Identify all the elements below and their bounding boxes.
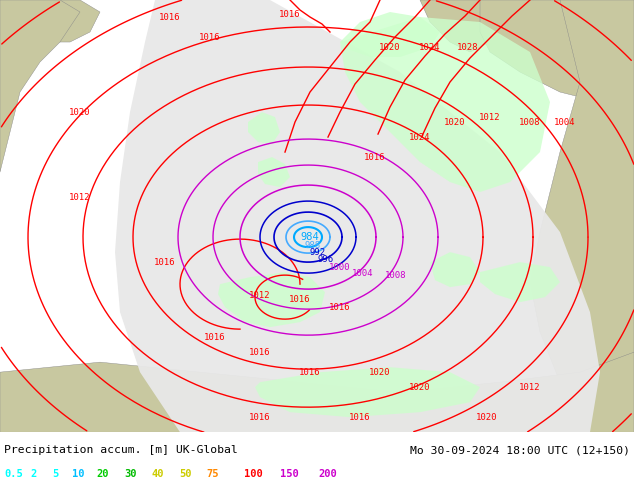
Text: 40: 40 [152, 469, 164, 479]
Text: 30: 30 [124, 469, 136, 479]
Text: 1000: 1000 [329, 263, 351, 271]
Text: 1004: 1004 [554, 118, 576, 126]
Polygon shape [530, 0, 634, 432]
Text: 1020: 1020 [444, 118, 466, 126]
Text: 1016: 1016 [249, 347, 271, 357]
Text: 150: 150 [280, 469, 299, 479]
Text: 0.5: 0.5 [4, 469, 23, 479]
Text: 50: 50 [179, 469, 191, 479]
Text: 1024: 1024 [410, 133, 430, 142]
Text: 1012: 1012 [479, 113, 501, 122]
Text: 200: 200 [318, 469, 337, 479]
Text: 1012: 1012 [519, 383, 541, 392]
Polygon shape [430, 252, 480, 287]
Text: 100: 100 [244, 469, 262, 479]
Polygon shape [340, 17, 550, 192]
Polygon shape [0, 0, 100, 42]
Polygon shape [0, 352, 634, 432]
Polygon shape [480, 262, 560, 302]
Polygon shape [480, 0, 634, 102]
Text: 1008: 1008 [385, 270, 407, 280]
Polygon shape [340, 12, 440, 57]
Text: 996: 996 [318, 255, 334, 264]
Text: 1020: 1020 [410, 383, 430, 392]
Polygon shape [420, 0, 500, 52]
Text: 2: 2 [30, 469, 36, 479]
Polygon shape [248, 112, 280, 144]
Text: 1016: 1016 [199, 32, 221, 42]
Text: 1028: 1028 [457, 43, 479, 51]
Text: 1012: 1012 [69, 193, 91, 201]
Text: 1016: 1016 [204, 333, 226, 342]
Text: 1016: 1016 [279, 9, 301, 19]
Text: 5: 5 [52, 469, 58, 479]
Text: 1004: 1004 [353, 269, 374, 278]
Text: 75: 75 [206, 469, 219, 479]
Text: 1020: 1020 [69, 107, 91, 117]
Text: 1016: 1016 [154, 258, 176, 267]
Polygon shape [258, 157, 290, 187]
Text: 1012: 1012 [249, 291, 271, 299]
Text: 20: 20 [96, 469, 108, 479]
Text: 1020: 1020 [369, 368, 391, 377]
Text: Precipitation accum. [m] UK-Global: Precipitation accum. [m] UK-Global [4, 445, 238, 455]
Text: 992: 992 [310, 247, 326, 257]
Text: 10: 10 [72, 469, 84, 479]
Text: 1016: 1016 [299, 368, 321, 377]
Text: 1016: 1016 [159, 13, 181, 22]
Text: 1016: 1016 [289, 294, 311, 304]
Polygon shape [218, 272, 325, 327]
Text: 1016: 1016 [365, 152, 385, 162]
Text: 1008: 1008 [519, 118, 541, 126]
Text: Mo 30-09-2024 18:00 UTC (12+150): Mo 30-09-2024 18:00 UTC (12+150) [410, 445, 630, 455]
Polygon shape [0, 0, 80, 172]
Text: 984: 984 [301, 232, 320, 242]
Text: 1024: 1024 [419, 43, 441, 51]
Text: 1020: 1020 [379, 43, 401, 51]
Text: 988: 988 [305, 241, 321, 249]
Text: 1016: 1016 [349, 413, 371, 422]
Text: 1016: 1016 [329, 303, 351, 312]
Polygon shape [115, 0, 600, 432]
Polygon shape [255, 367, 480, 417]
Text: 1020: 1020 [476, 413, 498, 422]
Text: 1016: 1016 [249, 413, 271, 422]
